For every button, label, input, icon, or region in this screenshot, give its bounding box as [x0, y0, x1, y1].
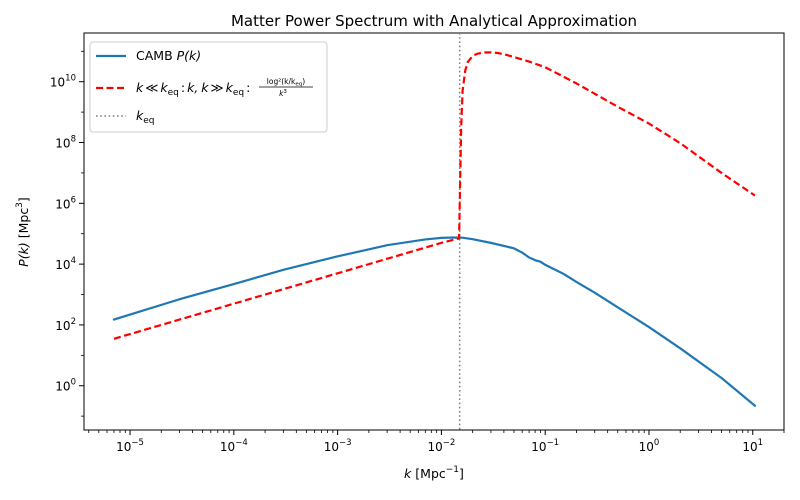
x-tick-exp: −3 — [339, 438, 352, 448]
y-axis-unit: [Mpc — [16, 208, 31, 239]
series-layer — [112, 33, 757, 430]
x-axis-label: k [Mpc−1] — [404, 465, 464, 481]
x-tick-base: 10 — [531, 440, 546, 454]
legend-num-close: ) — [302, 77, 305, 86]
x-tick-label: 10−1 — [531, 438, 559, 454]
legend-analytic-eqsub2: eq — [233, 88, 244, 98]
y-tick-base: 10 — [55, 319, 70, 333]
legend-keq-k: k — [136, 108, 144, 123]
y-tick-exp: 2 — [71, 317, 76, 327]
x-tick-exp: −1 — [547, 438, 560, 448]
legend-analytic-k2: k, — [187, 80, 198, 95]
y-tick-exp: 10 — [65, 74, 76, 84]
series-analytic-line — [113, 51, 756, 340]
x-tick-base: 10 — [639, 440, 654, 454]
legend-camb-pre: CAMB — [136, 48, 177, 63]
chart-title: Matter Power Spectrum with Analytical Ap… — [231, 12, 637, 30]
y-tick-label: 1010 — [50, 74, 76, 90]
legend-label-analytic: k ≪ keq: k, k ≫ keq: — [136, 80, 250, 98]
x-axis-unit: [Mpc — [415, 466, 446, 481]
y-tick-exp: 4 — [71, 256, 76, 266]
legend-analytic-eqsub: eq — [168, 88, 179, 98]
legend-box — [89, 41, 328, 133]
x-axis-unit-exp: −1 — [446, 465, 459, 475]
legend-analytic-colon: : — [181, 80, 185, 95]
y-tick-exp: 6 — [71, 195, 76, 205]
legend-label-keq: keq — [136, 108, 155, 126]
x-tick-label: 10−2 — [427, 438, 455, 454]
legend-analytic-gg: ≫ — [211, 80, 224, 95]
y-tick-label: 100 — [55, 378, 76, 394]
plot-frame — [83, 32, 785, 431]
x-tick-label: 10−4 — [220, 438, 248, 454]
series-camb-line — [112, 236, 757, 407]
y-tick-exp: 0 — [71, 378, 76, 388]
legend-fraction-denominator: k3 — [279, 89, 287, 98]
legend-analytic-k3: k — [201, 80, 209, 95]
y-axis-unit-exp: 3 — [15, 202, 25, 208]
x-tick-base: 10 — [742, 440, 757, 454]
legend-num-sub: eq — [295, 82, 302, 88]
x-tick-exp: −2 — [443, 438, 456, 448]
legend-analytic-k: k — [136, 80, 144, 95]
y-tick-exp: 8 — [71, 135, 76, 145]
legend-analytic-ll: ≪ — [145, 80, 158, 95]
x-tick-base: 10 — [427, 440, 442, 454]
legend-analytic-keq2: k — [226, 80, 234, 95]
x-tick-base: 10 — [324, 440, 339, 454]
legend-analytic-colon2: : — [246, 80, 250, 95]
x-tick-base: 10 — [220, 440, 235, 454]
legend-den-sup: 3 — [283, 89, 287, 95]
x-axis-unit-close: ] — [459, 466, 464, 481]
legend-camb-var: P(k) — [177, 48, 202, 63]
y-tick-base: 10 — [55, 258, 70, 272]
legend-label-camb: CAMB P(k) — [136, 48, 201, 63]
x-ticks: 10−5 10−4 10−3 10−2 10−1 100 101 — [88, 430, 785, 454]
legend-den-text: k — [279, 89, 284, 98]
y-tick-base: 10 — [55, 380, 70, 394]
x-tick-exp: 1 — [758, 438, 763, 448]
x-tick-exp: 0 — [654, 438, 659, 448]
y-tick-label: 108 — [55, 135, 76, 151]
x-tick-exp: −4 — [235, 438, 248, 448]
y-tick-label: 104 — [55, 256, 76, 272]
plot-area — [83, 32, 785, 431]
legend-keq-sub: eq — [143, 116, 154, 126]
legend: CAMB P(k) k ≪ keq: k, k ≫ keq: log²(k/keq) k3 … — [89, 41, 328, 133]
legend-num-text: log²(k/k — [267, 77, 296, 86]
y-tick-base: 10 — [55, 197, 70, 211]
y-tick-base: 10 — [55, 137, 70, 151]
x-tick-label: 101 — [742, 438, 763, 454]
y-axis-label: P(k) [Mpc3] — [15, 197, 31, 267]
x-tick-base: 10 — [116, 440, 131, 454]
x-tick-exp: −5 — [131, 438, 144, 448]
x-tick-label: 100 — [639, 438, 660, 454]
x-tick-label: 10−3 — [324, 438, 352, 454]
y-tick-label: 102 — [55, 317, 76, 333]
y-tick-label: 106 — [55, 195, 76, 211]
y-axis-var: P(k) — [16, 242, 31, 267]
y-tick-base: 10 — [50, 76, 65, 90]
x-tick-label: 10−5 — [116, 438, 144, 454]
legend-analytic-keq: k — [160, 80, 168, 95]
legend-fraction-numerator: log²(k/keq) — [267, 77, 305, 88]
y-axis-unit-close: ] — [16, 197, 31, 202]
x-axis-var: k — [404, 466, 412, 481]
